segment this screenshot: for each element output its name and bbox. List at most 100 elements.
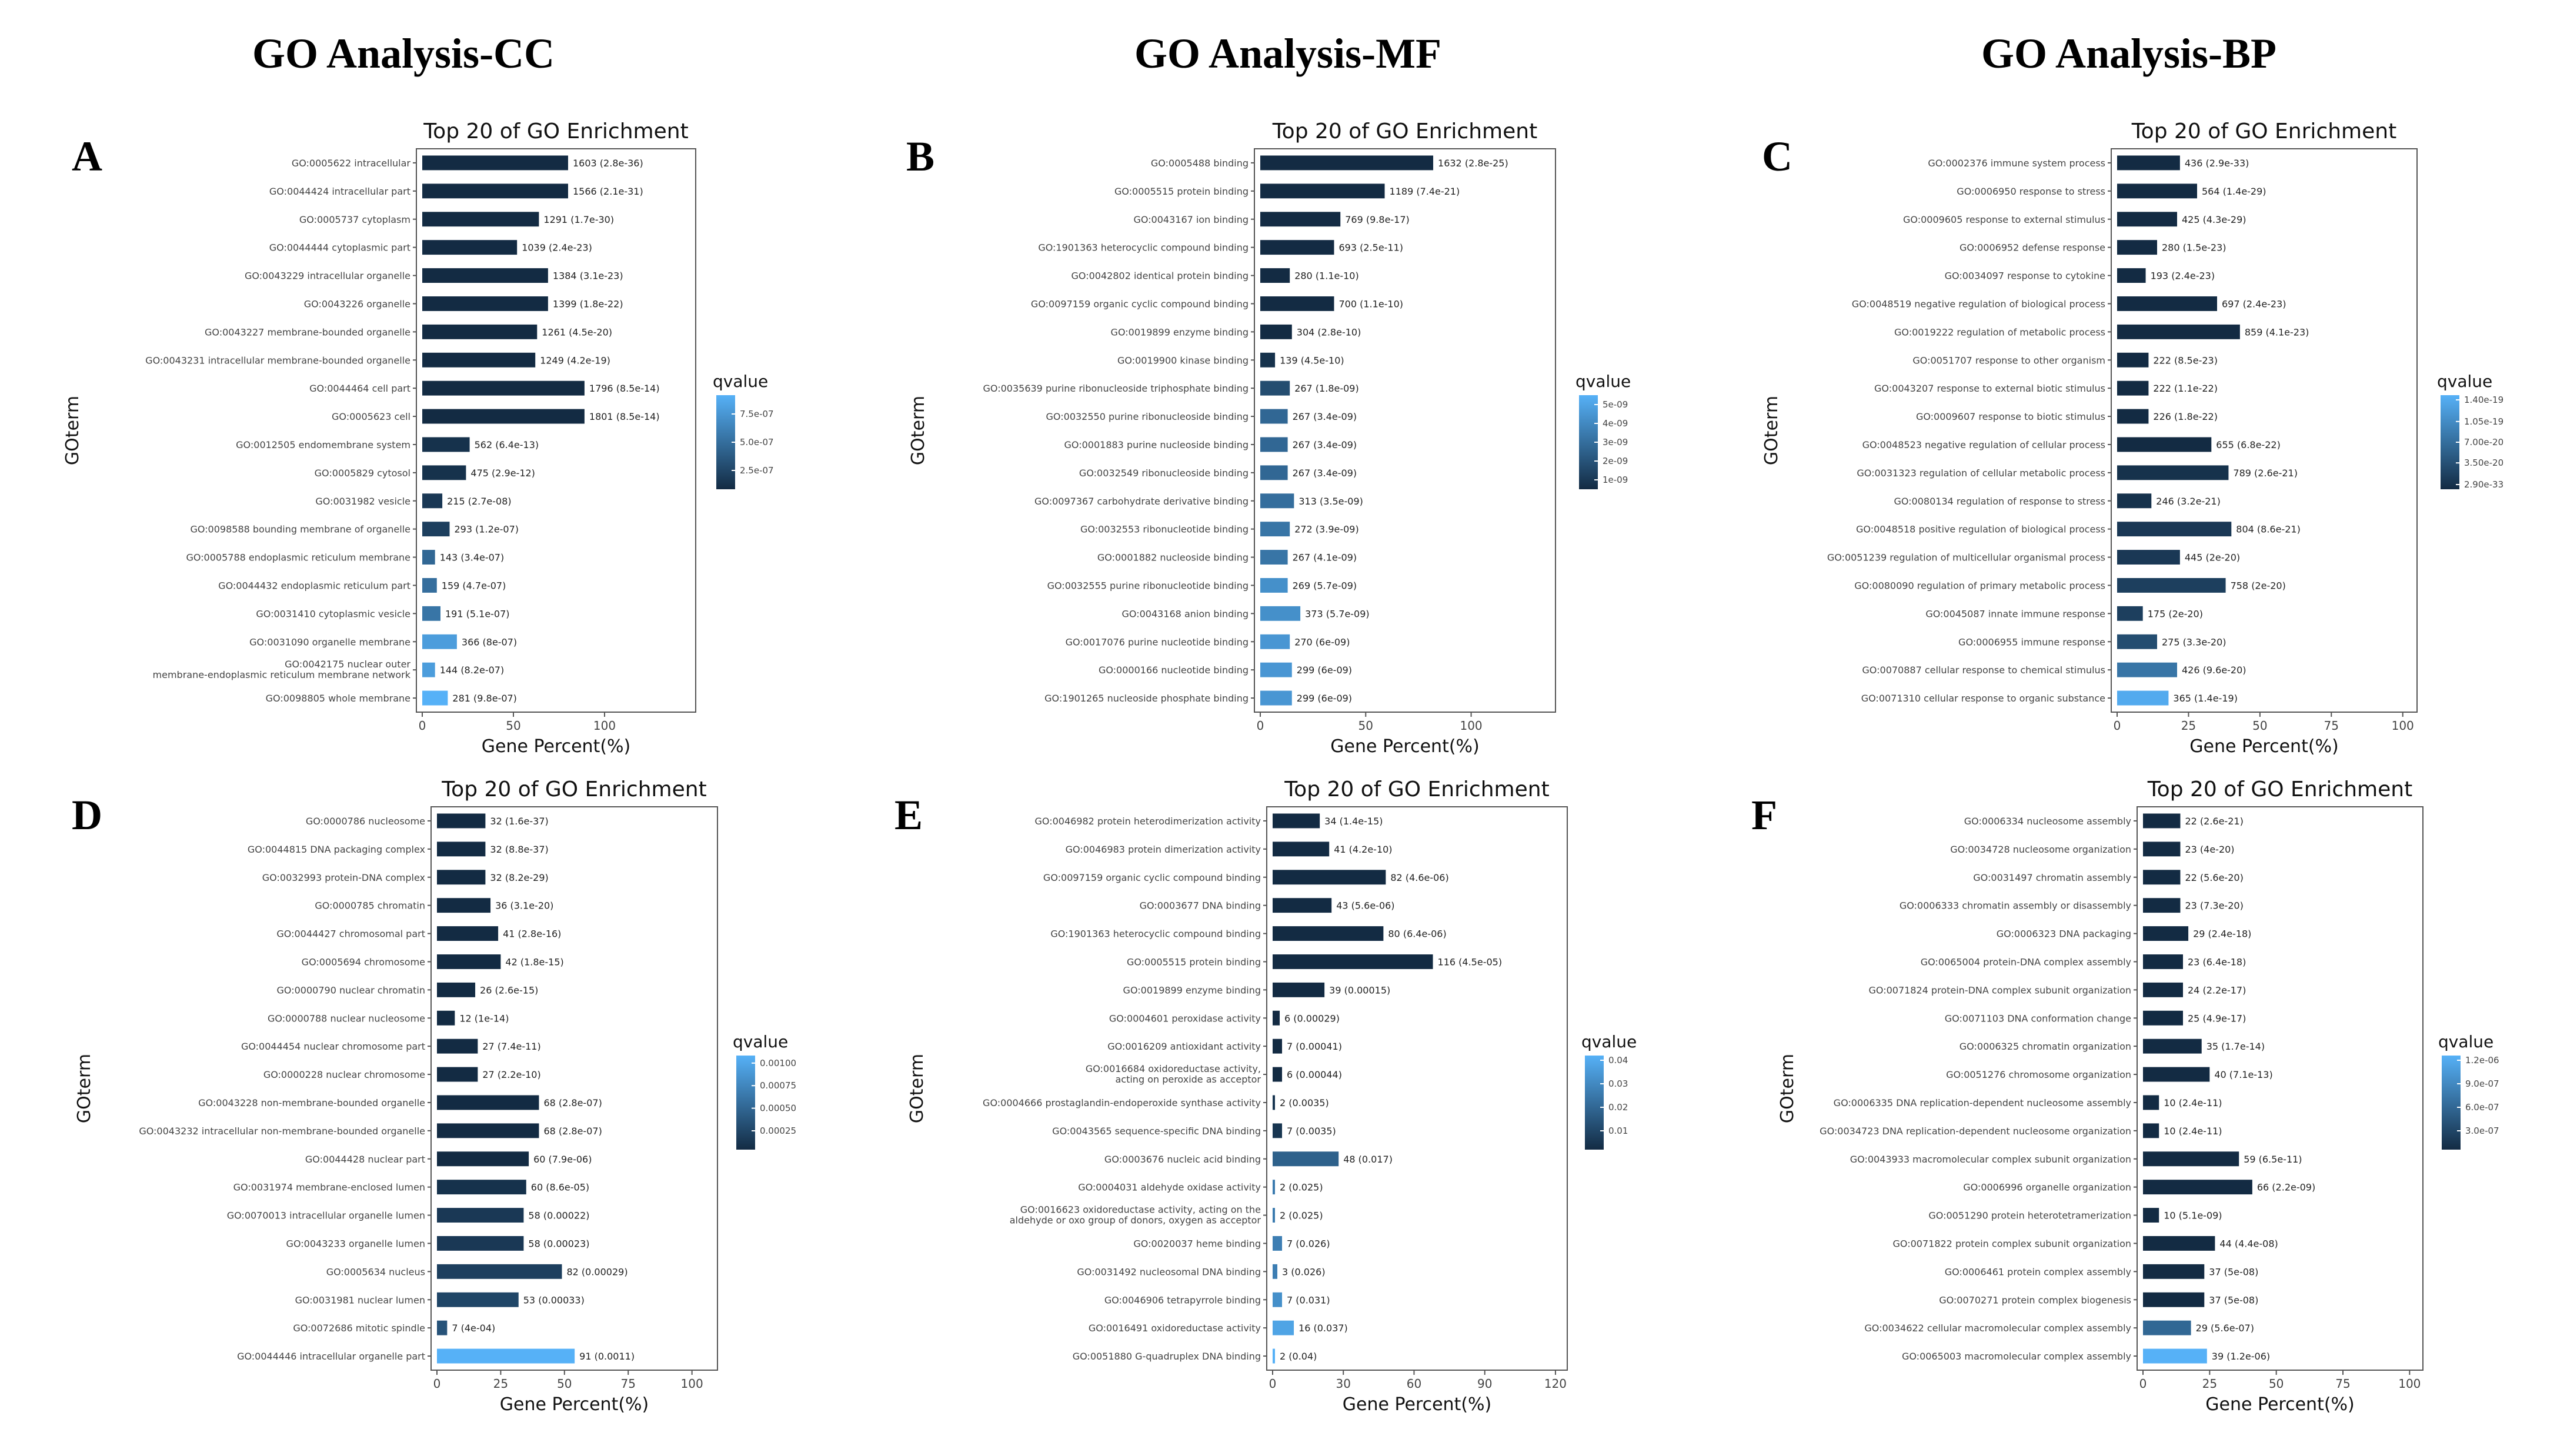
category-label: GO:0046982 protein heterodimerization ac… [1035,816,1261,827]
category-label: GO:0000228 nuclear chromosome [263,1069,425,1080]
bar-value-label: 373 (5.7e-09) [1305,608,1370,619]
bar-value-label: 59 (6.5e-11) [2244,1154,2302,1165]
legend-label: 9.0e-07 [2465,1078,2499,1089]
category-label: GO:1901363 heterocyclic compound binding [1050,929,1261,940]
bar [422,465,466,480]
bar [437,1180,526,1195]
bar [422,352,536,368]
bar-value-label: 40 (7.1e-13) [2214,1069,2272,1080]
category-label: GO:0005515 protein binding [1127,956,1261,967]
category-label: GO:0044432 endoplasmic reticulum part [218,580,410,591]
bar [437,898,491,913]
bar-value-label: 7 (0.00041) [1287,1041,1342,1052]
plot-frame [1266,806,1568,1371]
bar [422,493,443,509]
bar-value-label: 436 (2.9e-33) [2185,158,2249,169]
bar-value-label: 2 (0.0035) [1280,1097,1329,1108]
bar [437,954,501,969]
panel-e: E Top 20 of GO Enrichment GO:0046982 prote… [894,777,1637,1415]
bar-value-label: 37 (5e-08) [2209,1266,2258,1277]
category-label: GO:0044446 intracellular organelle part [237,1351,425,1362]
bar [2143,1038,2202,1054]
bar-value-label: 7 (0.031) [1287,1294,1330,1305]
bar-value-label: 769 (9.8e-17) [1345,214,1410,225]
bar-value-label: 267 (3.4e-09) [1293,411,1357,422]
bar-value-label: 804 (8.6e-21) [2236,524,2301,535]
bar [2143,1348,2207,1364]
bar-value-label: 299 (6e-09) [1297,664,1352,676]
bar-value-label: 23 (4e-20) [2185,844,2234,855]
category-label: GO:0001882 nucleoside binding [1097,552,1249,563]
category-label: GO:0046983 protein dimerization activity [1066,844,1261,855]
category-label: GO:0044464 cell part [309,383,410,394]
category-label: GO:0032555 purine ribonucleotide binding [1047,580,1249,591]
bar-value-label: 222 (1.1e-22) [2153,383,2218,394]
bar [437,1151,529,1167]
panel-a: A Top 20 of GO Enrichment GO:0005622 intra… [62,119,774,757]
bar-value-label: 82 (4.6e-06) [1390,872,1448,883]
category-label: GO:0043228 non-membrane-bounded organell… [198,1097,425,1108]
category-label: GO:0005622 intracellular [292,158,411,169]
bar [2143,1208,2159,1223]
legend-title: qvalue [1581,1032,1637,1051]
category-label: GO:0020037 heme binding [1133,1238,1261,1249]
panel-letter: C [1762,133,1792,180]
y-axis-label: GOterm [62,396,83,465]
legend-label: 6.0e-07 [2465,1102,2499,1113]
bar-value-label: 700 (1.1e-10) [1339,298,1404,309]
chart-title: Top 20 of GO Enrichment [1284,777,1549,802]
bar-value-label: 270 (6e-09) [1294,636,1350,647]
bar [1260,268,1290,283]
panel-letter: B [906,133,934,180]
bar-value-label: 789 (2.6e-21) [2233,467,2298,479]
bar [1273,926,1384,941]
category-label: GO:0070013 intracellular organelle lumen [227,1210,425,1221]
bar [2117,268,2146,283]
category-label: GO:0043168 anion binding [1122,608,1249,619]
bar [422,155,568,171]
bar-value-label: 191 (5.1e-07) [445,608,510,619]
bar-value-label: 44 (4.4e-08) [2219,1238,2278,1249]
category-label: GO:0019900 kinase binding [1117,355,1249,366]
category-label: GO:0005515 protein binding [1114,186,1249,197]
category-label: GO:0048518 positive regulation of biolog… [1856,524,2105,535]
chart-title: Top 20 of GO Enrichment [2131,119,2396,143]
panel-b: B Top 20 of GO Enrichment GO:0005488 bindi… [906,119,1631,757]
x-tick-label: 0 [1269,1377,1277,1391]
category-label: GO:0005694 chromosome [302,956,425,967]
bar-value-label: 267 (3.4e-09) [1293,467,1357,479]
bar-value-label: 281 (9.8e-07) [452,693,517,704]
bar-value-label: 7 (0.026) [1287,1238,1330,1249]
bar-value-label: 82 (0.00029) [566,1266,627,1277]
legend-colorbar [1585,1056,1604,1150]
bar [437,926,499,941]
x-tick-label: 100 [1460,719,1482,733]
y-axis-label: GOterm [907,1054,927,1123]
bar-value-label: 280 (1.5e-23) [2162,242,2226,253]
x-tick-label: 0 [433,1377,441,1391]
bar-value-label: 32 (8.8e-37) [490,844,548,855]
category-label: GO:0009605 response to external stimulus [1903,214,2105,225]
bar-value-label: 299 (6e-09) [1297,693,1352,704]
x-tick-label: 50 [1358,719,1373,733]
legend-label: 0.01 [1608,1126,1628,1136]
x-tick-label: 50 [2269,1377,2284,1391]
legend-label: 1.40e-19 [2464,395,2503,405]
category-label: GO:0097159 organic cyclic compound bindi… [1031,298,1249,309]
bar-value-label: 29 (5.6e-07) [2196,1323,2254,1334]
bar-value-label: 859 (4.1e-23) [2245,326,2309,338]
legend-title: qvalue [2437,372,2492,391]
category-label: GO:0034728 nucleosome organization [1950,844,2131,855]
category-label: GO:0000788 nuclear nucleosome [268,1013,425,1024]
x-tick-label: 75 [2324,719,2339,733]
bar [2117,606,2143,621]
legend-label: 4e-09 [1603,418,1628,429]
category-label: GO:0019899 enzyme binding [1111,326,1249,338]
bar-value-label: 3 (0.026) [1282,1266,1326,1277]
category-label: GO:0098588 bounding membrane of organell… [190,524,410,535]
bar [1273,1320,1294,1335]
bar-value-label: 7 (4e-04) [452,1323,495,1334]
bar [1273,870,1386,885]
category-label: GO:0051239 regulation of multicellular o… [1827,552,2105,563]
